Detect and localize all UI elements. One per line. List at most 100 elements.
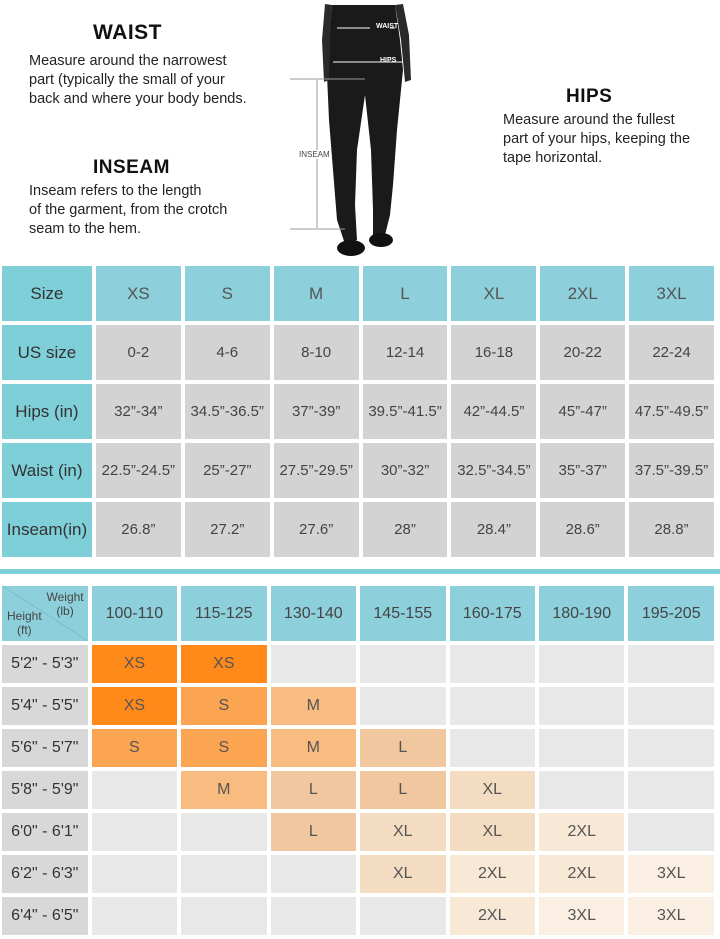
- fit-chart-empty-cell: [628, 729, 714, 767]
- fit-chart-empty-cell: [270, 897, 357, 935]
- height-range-label: 5'4" - 5'5": [2, 687, 88, 725]
- fit-chart-empty-cell: [539, 645, 625, 683]
- size-chart-cell: 27.6”: [273, 502, 359, 557]
- size-chart-cell: 30”-32”: [362, 443, 448, 498]
- height-range-label: 6'4" - 6'5": [2, 897, 88, 935]
- size-chart-row: Waist (in) 22.5”-24.5” 25”-27” 27.5”-29.5” 3…: [2, 443, 714, 498]
- size-chart-cell: 25”-27”: [184, 443, 270, 498]
- fit-chart-empty-cell: [270, 855, 357, 893]
- size-chart-size-header: M: [273, 266, 359, 321]
- size-chart-row-label: Hips (in): [2, 384, 92, 439]
- size-chart-row: Inseam(in) 26.8” 27.2” 27.6” 28” 28.4” 28.6” 28…: [2, 502, 714, 557]
- fit-chart-row: 5'2" - 5'3" XS XS: [2, 645, 714, 683]
- fit-chart-size-cell: L: [270, 813, 357, 851]
- fit-chart-row: 5'8" - 5'9" M L L XL: [2, 771, 714, 809]
- inseam-title: INSEAM: [93, 157, 170, 178]
- size-chart-table: Size XS S M L XL 2XL 3XL US size 0-2 4-6 8-10 12-14 1…: [0, 262, 718, 561]
- fit-chart-header-row: Weight (lb) Height (ft) 100-110 115-125 130-…: [2, 586, 714, 641]
- fit-chart-empty-cell: [539, 687, 625, 725]
- fit-chart-size-cell: 2XL: [539, 855, 625, 893]
- fit-chart-size-cell: XL: [360, 855, 446, 893]
- fit-chart-size-cell: 3XL: [628, 897, 714, 935]
- height-range-label: 5'2" - 5'3": [2, 645, 88, 683]
- weight-range-header: 145-155: [360, 586, 446, 641]
- size-chart-cell: 26.8”: [95, 502, 181, 557]
- size-chart-cell: 32.5”-34.5”: [451, 443, 537, 498]
- fit-chart-empty-cell: [539, 771, 625, 809]
- size-chart-cell: 32”-34”: [95, 384, 181, 439]
- size-chart-cell: 12-14: [362, 325, 448, 380]
- weight-axis-label: Weight (lb): [46, 590, 84, 618]
- fit-chart-size-cell: M: [181, 771, 267, 809]
- size-chart-cell: 42”-44.5”: [451, 384, 537, 439]
- waist-description: Measure around the narrowest part (typic…: [29, 53, 247, 107]
- fit-chart-size-cell: L: [360, 771, 446, 809]
- size-chart-row: Hips (in) 32”-34” 34.5”-36.5” 37”-39” 39.5”-…: [2, 384, 714, 439]
- size-chart-size-header: XS: [95, 266, 181, 321]
- figure-label-inseam: INSEAM: [299, 150, 330, 159]
- fit-chart-size-cell: S: [91, 729, 178, 767]
- fit-chart-size-cell: XS: [181, 645, 267, 683]
- height-range-label: 6'0" - 6'1": [2, 813, 88, 851]
- waist-title: WAIST: [93, 21, 162, 44]
- size-chart-row: US size 0-2 4-6 8-10 12-14 16-18 20-22 22-24: [2, 325, 714, 380]
- fit-chart-size-cell: 3XL: [539, 897, 625, 935]
- fit-chart-size-cell: XL: [449, 771, 535, 809]
- fit-chart-empty-cell: [628, 687, 714, 725]
- size-chart-cell: 34.5”-36.5”: [184, 384, 270, 439]
- size-chart-cell: 27.2”: [184, 502, 270, 557]
- fit-chart-size-cell: 2XL: [449, 855, 535, 893]
- size-chart-cell: 28.6”: [540, 502, 626, 557]
- figure-label-waist: WAIST: [376, 23, 399, 30]
- fit-chart-empty-cell: [270, 645, 357, 683]
- inseam-description: Inseam refers to the length of the garme…: [29, 183, 228, 237]
- weight-range-header: 195-205: [628, 586, 714, 641]
- fit-chart-empty-cell: [360, 897, 446, 935]
- fit-chart-row: 5'6" - 5'7" S S M L: [2, 729, 714, 767]
- fit-chart-empty-cell: [628, 813, 714, 851]
- size-chart-cell: 39.5”-41.5”: [362, 384, 448, 439]
- size-chart-cell: 35”-37”: [540, 443, 626, 498]
- weight-range-header: 100-110: [91, 586, 178, 641]
- size-chart-size-header: L: [362, 266, 448, 321]
- fit-chart-size-cell: 3XL: [628, 855, 714, 893]
- fit-chart-row: 6'4" - 6'5" 2XL 3XL 3XL: [2, 897, 714, 935]
- fit-chart-size-cell: 2XL: [539, 813, 625, 851]
- size-chart-cell: 27.5”-29.5”: [273, 443, 359, 498]
- fit-chart-size-cell: L: [360, 729, 446, 767]
- height-weight-size-chart: Weight (lb) Height (ft) 100-110 115-125 130-…: [0, 582, 718, 939]
- fit-chart-empty-cell: [181, 897, 267, 935]
- weight-range-header: 180-190: [539, 586, 625, 641]
- size-chart-cell: 22.5”-24.5”: [95, 443, 181, 498]
- size-chart-cell: 8-10: [273, 325, 359, 380]
- weight-range-header: 160-175: [449, 586, 535, 641]
- fit-chart-size-cell: L: [270, 771, 357, 809]
- fit-chart-empty-cell: [449, 645, 535, 683]
- height-range-label: 5'8" - 5'9": [2, 771, 88, 809]
- fit-chart-size-cell: S: [181, 729, 267, 767]
- size-chart-cell: 16-18: [451, 325, 537, 380]
- size-chart-cell: 47.5”-49.5”: [629, 384, 714, 439]
- fit-chart-empty-cell: [91, 771, 178, 809]
- height-axis-label: Height (ft): [7, 609, 42, 637]
- fit-chart-empty-cell: [539, 729, 625, 767]
- height-range-label: 5'6" - 5'7": [2, 729, 88, 767]
- size-chart-size-header: 2XL: [540, 266, 626, 321]
- hips-description: Measure around the fullest part of your …: [503, 112, 691, 166]
- fit-chart-size-cell: XL: [360, 813, 446, 851]
- size-chart-cell: 4-6: [184, 325, 270, 380]
- size-chart-cell: 37”-39”: [273, 384, 359, 439]
- fit-chart-size-cell: XS: [91, 687, 178, 725]
- height-range-label: 6'2" - 6'3": [2, 855, 88, 893]
- fit-chart-empty-cell: [91, 897, 178, 935]
- fit-chart-row: 6'2" - 6'3" XL 2XL 2XL 3XL: [2, 855, 714, 893]
- size-chart-cell: 28.4”: [451, 502, 537, 557]
- fit-chart-empty-cell: [449, 687, 535, 725]
- fit-chart-size-cell: M: [270, 729, 357, 767]
- size-chart-cell: 20-22: [540, 325, 626, 380]
- fit-chart-empty-cell: [360, 645, 446, 683]
- fit-chart-empty-cell: [360, 687, 446, 725]
- size-chart-cell: 28.8”: [629, 502, 714, 557]
- size-chart-cell: 37.5”-39.5”: [629, 443, 714, 498]
- fit-chart-empty-cell: [628, 771, 714, 809]
